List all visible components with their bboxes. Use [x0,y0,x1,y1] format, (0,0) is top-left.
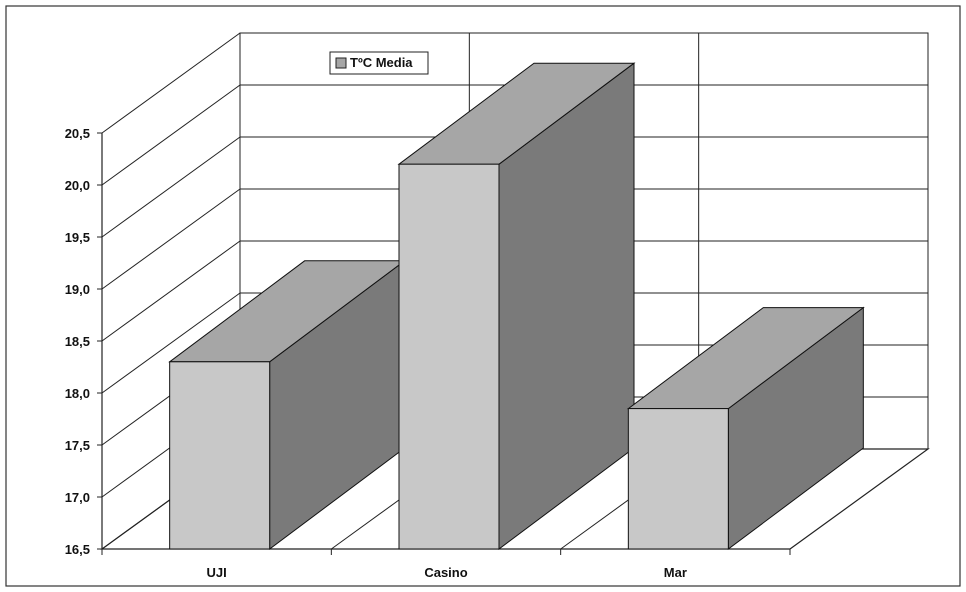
bar [168,259,407,550]
bar-front [169,361,271,550]
y-tick-label: 20,0 [65,178,90,193]
side-gridline [101,136,241,238]
x-tick-label: UJI [207,565,227,580]
y-tick-label: 20,5 [65,126,90,141]
y-tick-label: 19,5 [65,230,90,245]
side-gridline [101,32,241,134]
legend-label: TºC Media [350,55,413,70]
x-tick-label: Mar [664,565,687,580]
side-gridline [101,84,241,186]
side-gridline [101,188,241,290]
y-tick-label: 16,5 [65,542,90,557]
x-tick-label: Casino [424,565,467,580]
y-tick-label: 17,5 [65,438,90,453]
y-tick-label: 18,5 [65,334,90,349]
legend: TºC Media [329,51,429,75]
legend-swatch [335,57,347,69]
y-tick-label: 17,0 [65,490,90,505]
side-gridline [101,240,241,342]
bar-front [398,163,500,550]
y-tick-label: 19,0 [65,282,90,297]
y-tick-label: 18,0 [65,386,90,401]
legend-box [329,51,429,75]
x-axis-ticks: UJI Casino Mar [207,565,687,580]
bar [397,62,636,550]
bars [168,62,865,550]
side-gridline [101,292,241,394]
bar [626,306,865,550]
y-axis-ticks: 20,5 20,0 19,5 19,0 18,5 18,0 17,5 17,0 16,5 [65,126,90,557]
bar-front [627,408,729,550]
